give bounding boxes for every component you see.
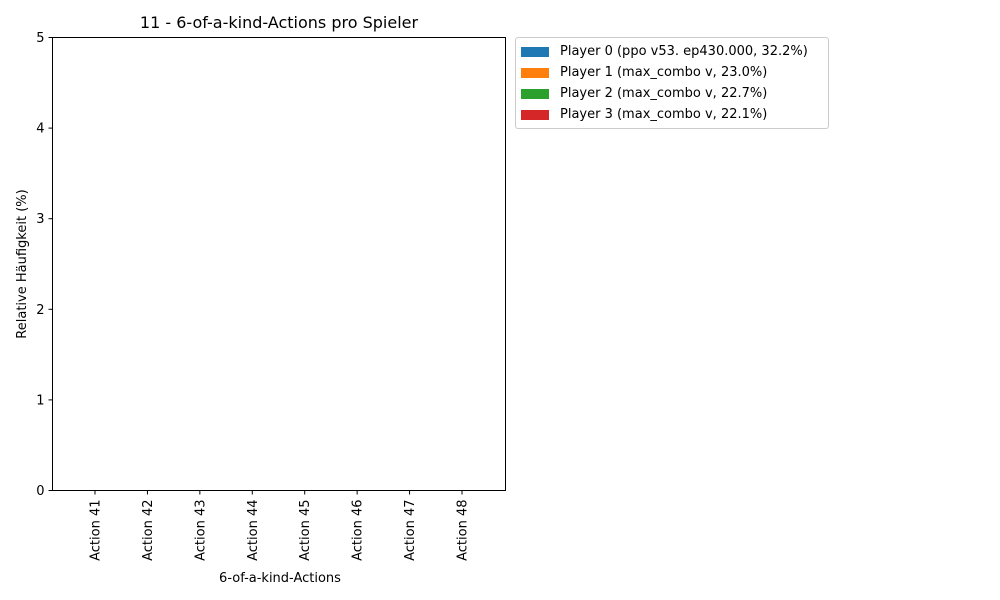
y-tick-label: 5 — [36, 31, 44, 46]
legend: Player 0 (ppo v53. ep430.000, 32.2%) Play… — [515, 37, 829, 129]
legend-label: Player 3 (max_combo v, 22.1%) — [560, 107, 768, 122]
legend-swatch — [521, 46, 549, 57]
x-axis-label: 6-of-a-kind-Actions — [219, 571, 341, 586]
legend-label: Player 0 (ppo v53. ep430.000, 32.2%) — [560, 44, 808, 59]
legend-label: Player 2 (max_combo v, 22.7%) — [560, 86, 768, 101]
y-tick-label: 4 — [36, 122, 44, 137]
y-tick-label: 1 — [36, 393, 44, 408]
x-axis: Action 41 Action 42 Action 43 Action 44 Acti… — [89, 490, 471, 561]
y-tick-label: 3 — [36, 212, 44, 227]
legend-item: Player 2 (max_combo v, 22.7%) — [516, 83, 828, 104]
y-tick-label: 2 — [36, 303, 44, 318]
x-tick-label: Action 47 — [403, 500, 418, 561]
legend-item: Player 3 (max_combo v, 22.1%) — [516, 104, 828, 125]
y-tick-label: 0 — [36, 484, 44, 499]
legend-swatch — [521, 88, 549, 99]
x-tick-label: Action 42 — [141, 500, 156, 561]
x-tick-label: Action 41 — [89, 500, 104, 561]
plot-frame — [52, 37, 506, 491]
x-tick-label: Action 46 — [351, 500, 366, 561]
legend-swatch — [521, 67, 549, 78]
chart-title: 11 - 6-of-a-kind-Actions pro Spieler — [140, 13, 419, 32]
x-tick-label: Action 45 — [298, 500, 313, 561]
x-tick-label: Action 44 — [246, 500, 261, 561]
legend-item: Player 0 (ppo v53. ep430.000, 32.2%) — [516, 41, 828, 62]
legend-label: Player 1 (max_combo v, 23.0%) — [560, 65, 768, 80]
x-tick-label: Action 48 — [456, 500, 471, 561]
legend-item: Player 1 (max_combo v, 23.0%) — [516, 62, 828, 83]
y-axis: 0 1 2 3 4 5 — [36, 31, 53, 499]
legend-swatch — [521, 109, 549, 120]
x-tick-label: Action 43 — [193, 500, 208, 561]
y-axis-label: Relative Häufigkeit (%) — [15, 189, 30, 338]
